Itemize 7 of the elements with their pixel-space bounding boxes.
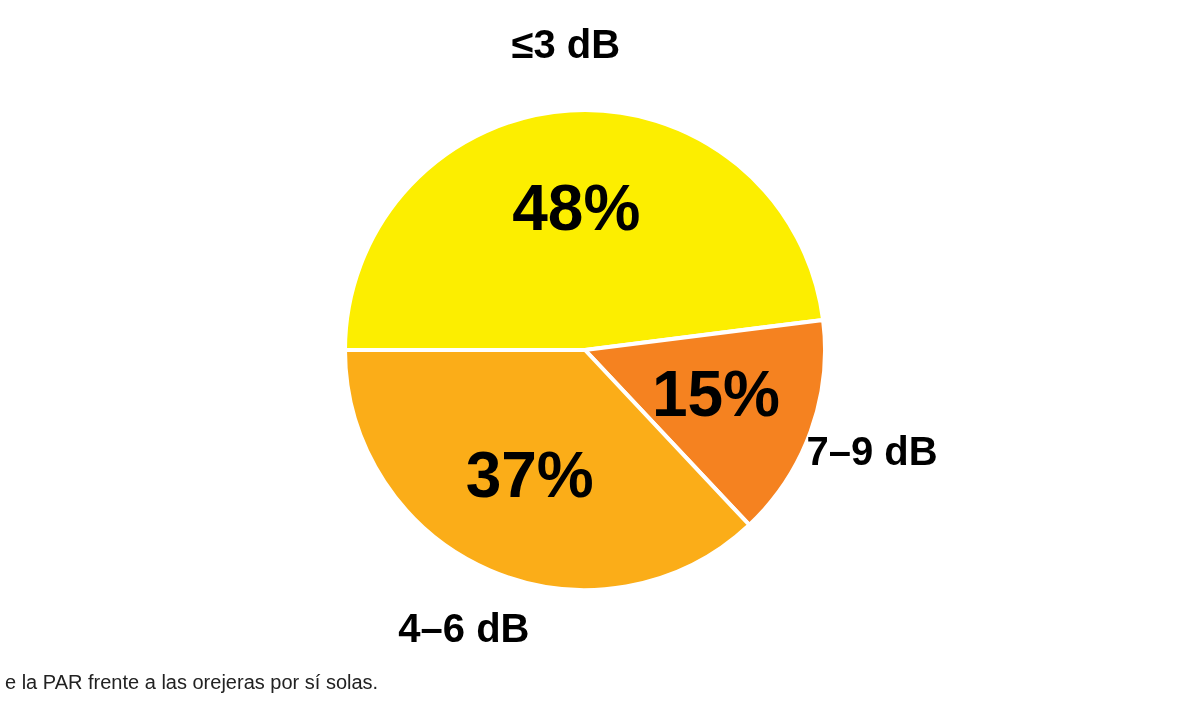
- data-label: 37%: [465, 438, 594, 511]
- slice-label: 4–6 dB: [398, 605, 530, 650]
- text: e la PAR frente a las orejeras por sí solas.: [5, 671, 379, 693]
- data-label: 48%: [512, 172, 641, 245]
- slice-label: ≤3 dB: [511, 21, 621, 66]
- data-label: 15%: [651, 358, 781, 431]
- slice-label: 7–9 dB: [806, 429, 938, 474]
